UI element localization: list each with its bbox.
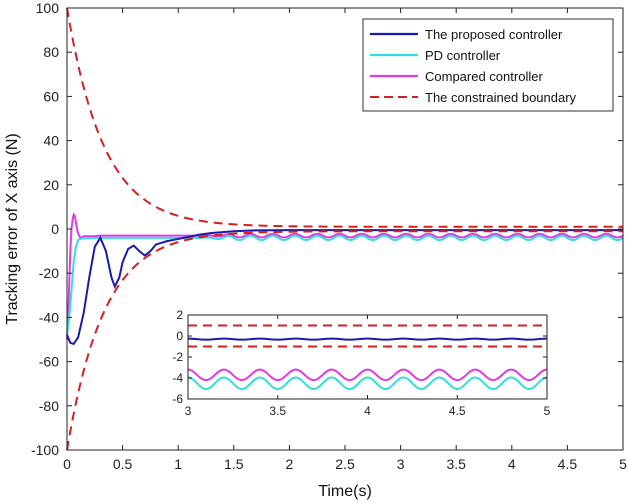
inset-y-tick-label: -4 — [172, 371, 183, 385]
y-tick-label: 60 — [43, 88, 59, 104]
main-series-group — [66, 7, 624, 451]
inset-plot-area — [188, 315, 547, 399]
inset-y-tick-label: 0 — [176, 329, 183, 343]
inset-series-line-the-proposed-controller — [188, 337, 547, 341]
y-tick-label: 40 — [43, 133, 59, 149]
x-tick-label: 0.5 — [113, 456, 133, 472]
main-tick-labels-group: 0 0.5 1 1.5 2 2.5 3 3.5 4 4.5 5100806040200-20-40-… — [31, 0, 627, 472]
legend-label-compared: Compared controller — [425, 69, 543, 84]
inset-y-tick-label: 2 — [176, 308, 183, 322]
inset-series-group — [187, 324, 548, 391]
y-tick-label: 20 — [43, 177, 59, 193]
series-line-pd-controller — [66, 234, 624, 336]
series-line-the-proposed-controller — [66, 229, 623, 346]
inset-x-tick-label: 4.5 — [449, 404, 466, 418]
y-axis-label: Tracking error of X axis (N) — [4, 133, 21, 324]
y-tick-label: 0 — [51, 221, 59, 237]
y-tick-label: -40 — [39, 309, 59, 325]
legend-label-proposed: The proposed controller — [425, 27, 563, 42]
inset-plot: 3 3.5 4 4.5 5 2 0 -2 -4 -6 — [172, 308, 550, 418]
y-tick-label: -100 — [31, 442, 59, 458]
x-tick-label: 0 — [63, 456, 71, 472]
series-line-compared-controller — [66, 212, 624, 340]
inset-series-line-pd-controller — [187, 376, 548, 391]
y-tick-label: -80 — [39, 398, 59, 414]
legend: The proposed controller PD controller Co… — [362, 18, 614, 112]
inset-ticks-group — [187, 314, 548, 400]
main-ticks-group — [66, 7, 624, 451]
x-tick-label: 1.5 — [224, 456, 244, 472]
y-tick-label: -20 — [39, 265, 59, 281]
x-tick-label: 2.5 — [335, 456, 355, 472]
inset-x-tick-label: 3 — [185, 404, 192, 418]
x-tick-label: 1 — [174, 456, 182, 472]
y-tick-label: 80 — [43, 44, 59, 60]
y-tick-label: 100 — [36, 0, 60, 16]
legend-label-pd: PD controller — [425, 48, 501, 63]
x-tick-label: 3.5 — [446, 456, 466, 472]
inset-y-tick-label: -2 — [172, 350, 183, 364]
inset-tick-labels-group: 3 3.5 4 4.5 5 2 0 -2 -4 -6 — [172, 308, 550, 418]
y-tick-label: -60 — [39, 354, 59, 370]
x-tick-label: 2 — [286, 456, 294, 472]
inset-x-tick-label: 3.5 — [269, 404, 286, 418]
x-tick-label: 4.5 — [558, 456, 578, 472]
x-tick-label: 5 — [619, 456, 627, 472]
legend-label-boundary: The constrained boundary — [425, 90, 577, 105]
x-tick-label: 4 — [508, 456, 516, 472]
series-line-constrained-boundary-lower — [66, 230, 623, 451]
x-tick-label: 3 — [397, 456, 405, 472]
series-line-constrained-boundary-upper — [66, 7, 623, 228]
inset-x-tick-label: 5 — [544, 404, 551, 418]
inset-x-tick-label: 4 — [364, 404, 371, 418]
x-axis-label: Time(s) — [318, 483, 372, 500]
inset-y-tick-label: -6 — [172, 392, 183, 406]
inset-series-line-compared-controller — [187, 368, 548, 382]
